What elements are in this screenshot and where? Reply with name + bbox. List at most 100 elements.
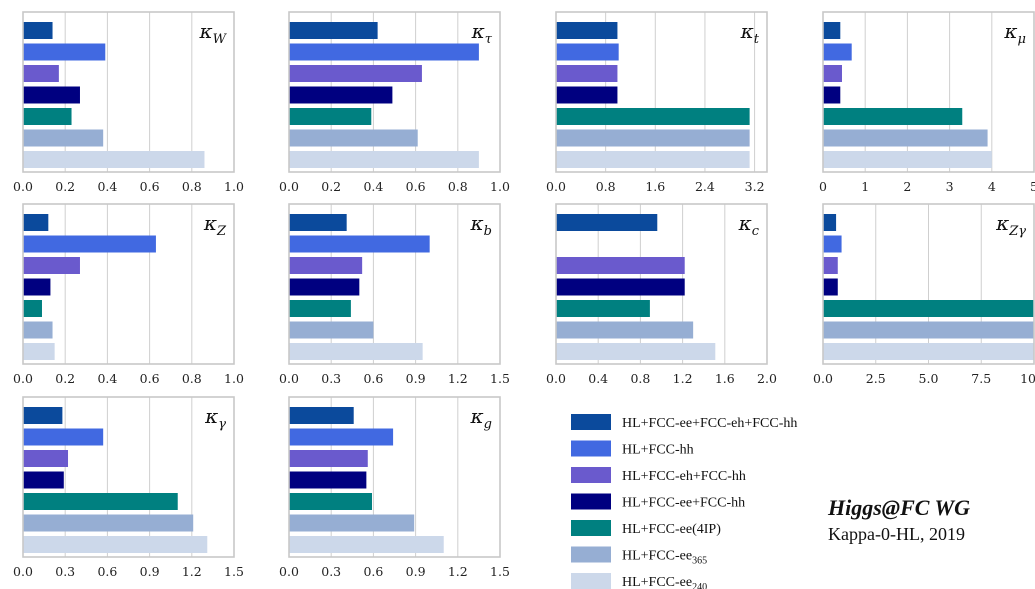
bar-hl-fcc-hh bbox=[23, 235, 156, 253]
legend-entry: HL+FCC-ee+FCC-eh+FCC-hh bbox=[622, 416, 797, 431]
tick-label: 0.3 bbox=[55, 564, 75, 579]
legend-entry: HL+FCC-ee+FCC-hh bbox=[622, 496, 745, 511]
bar-hl-fcc-ee240 bbox=[23, 536, 208, 553]
bar-hl-fcc-ee-fcc-eh-fcc-hh bbox=[23, 407, 63, 424]
bar-hl-fcc-ee-fcc-eh-fcc-hh bbox=[289, 407, 354, 424]
tick-label: 4 bbox=[988, 179, 996, 194]
bar-hl-fcc-eh-fcc-hh bbox=[289, 257, 363, 274]
bar-hl-fcc-eh-fcc-hh bbox=[556, 65, 618, 82]
bar-hl-fcc-hh bbox=[289, 43, 479, 61]
tick-label: 0.8 bbox=[448, 179, 468, 194]
panel-label: κμ bbox=[1003, 19, 1026, 47]
bar-hl-fcc-ee-fcc-hh bbox=[23, 471, 64, 489]
bar-hl-fcc-ee240 bbox=[823, 343, 1034, 360]
bar-hl-fcc-ee-4ip- bbox=[556, 300, 650, 317]
bar-hl-fcc-ee-fcc-hh bbox=[289, 86, 393, 104]
panel-kappa-1: 0.0 0.2 0.4 0.6 0.8 1.0 κτ bbox=[279, 11, 510, 194]
tick-label: 1.5 bbox=[490, 564, 510, 579]
tick-label: 0.0 bbox=[279, 371, 299, 386]
legend-entry: HL+FCC-hh bbox=[622, 443, 694, 458]
tick-label: 0.6 bbox=[363, 564, 383, 579]
tick-label: 0.8 bbox=[182, 179, 202, 194]
bar-hl-fcc-ee365 bbox=[23, 514, 194, 532]
bar-hl-fcc-ee-4ip- bbox=[556, 108, 750, 125]
bar-hl-fcc-ee365 bbox=[289, 321, 374, 339]
watermark-subtitle: Kappa-0-HL, 2019 bbox=[828, 524, 965, 544]
bar-hl-fcc-ee-4ip- bbox=[23, 108, 72, 125]
bar-hl-fcc-ee-fcc-eh-fcc-hh bbox=[23, 22, 53, 39]
tick-label: 0.8 bbox=[182, 371, 202, 386]
tick-label: 0.6 bbox=[363, 371, 383, 386]
panel-frame bbox=[22, 396, 235, 558]
bar-hl-fcc-hh bbox=[823, 235, 842, 253]
bar-hl-fcc-ee-fcc-hh bbox=[556, 86, 618, 104]
bar-hl-fcc-ee240 bbox=[289, 536, 444, 553]
bar-hl-fcc-ee240 bbox=[556, 343, 716, 360]
legend-swatch bbox=[571, 440, 611, 457]
bar-hl-fcc-ee240 bbox=[23, 343, 55, 360]
bar-hl-fcc-ee-fcc-hh bbox=[556, 278, 685, 296]
panel-frame bbox=[822, 11, 1035, 173]
tick-label: 2.0 bbox=[757, 371, 777, 386]
tick-label: 0.6 bbox=[140, 179, 160, 194]
tick-label: 0.4 bbox=[97, 179, 117, 194]
bar-hl-fcc-hh bbox=[23, 428, 104, 446]
panel-frame bbox=[555, 203, 768, 365]
bar-hl-fcc-ee-fcc-hh bbox=[289, 471, 367, 489]
tick-label: 5.0 bbox=[919, 371, 939, 386]
bar-hl-fcc-hh bbox=[823, 43, 852, 61]
bar-hl-fcc-eh-fcc-hh bbox=[289, 450, 368, 467]
bar-hl-fcc-ee365 bbox=[556, 129, 750, 147]
panel-kappa-6: 0.0 0.4 0.8 1.2 1.6 2.0 κc bbox=[546, 203, 777, 386]
tick-label: 2.4 bbox=[695, 179, 715, 194]
panel-label: κW bbox=[199, 19, 228, 47]
panel-frame bbox=[822, 203, 1035, 365]
bar-hl-fcc-eh-fcc-hh bbox=[23, 65, 59, 82]
tick-label: 0.0 bbox=[546, 179, 566, 194]
bar-hl-fcc-ee-fcc-eh-fcc-hh bbox=[823, 22, 841, 39]
tick-label: 1.6 bbox=[645, 179, 665, 194]
bar-hl-fcc-ee-4ip- bbox=[289, 108, 372, 125]
tick-label: 1.2 bbox=[448, 371, 468, 386]
bar-hl-fcc-ee240 bbox=[289, 151, 479, 168]
bar-hl-fcc-ee365 bbox=[23, 129, 104, 147]
tick-label: 0.4 bbox=[363, 179, 383, 194]
legend-entry: HL+FCC-ee(4IP) bbox=[622, 522, 721, 537]
bar-hl-fcc-ee-4ip- bbox=[23, 493, 178, 510]
tick-label: 0.0 bbox=[13, 179, 33, 194]
tick-label: 0.0 bbox=[279, 564, 299, 579]
legend-swatch bbox=[571, 414, 611, 430]
bar-hl-fcc-ee-fcc-hh bbox=[23, 278, 51, 296]
tick-label: 0.0 bbox=[813, 371, 833, 386]
panel-kappa-8: 0.0 0.3 0.6 0.9 1.2 1.5 κγ bbox=[13, 396, 244, 579]
tick-label: 0.6 bbox=[140, 371, 160, 386]
tick-label: 0.2 bbox=[321, 179, 341, 194]
bar-hl-fcc-ee-fcc-eh-fcc-hh bbox=[289, 22, 378, 39]
panel-frame bbox=[288, 11, 501, 173]
panel-kappa-7: 0.0 2.5 5.0 7.5 10.0 κZγ bbox=[813, 203, 1035, 386]
bar-hl-fcc-eh-fcc-hh bbox=[556, 257, 685, 274]
legend: HL+FCC-ee+FCC-eh+FCC-hh HL+FCC-hh HL+FCC-e… bbox=[571, 414, 797, 589]
watermark-title: Higgs@FC WG bbox=[828, 495, 970, 520]
bar-hl-fcc-eh-fcc-hh bbox=[823, 65, 842, 82]
tick-label: 0 bbox=[819, 179, 827, 194]
legend-swatch bbox=[571, 467, 611, 483]
bar-hl-fcc-ee-fcc-eh-fcc-hh bbox=[823, 214, 837, 231]
tick-label: 0.9 bbox=[140, 564, 160, 579]
panel-label: κc bbox=[738, 211, 760, 239]
tick-label: 0.9 bbox=[406, 371, 426, 386]
legend-entry: HL+FCC-eh+FCC-hh bbox=[622, 469, 746, 484]
panel-kappa-3: 0 1 2 3 4 5 κμ bbox=[819, 11, 1035, 194]
bar-hl-fcc-ee365 bbox=[23, 321, 53, 339]
panel-label: κτ bbox=[471, 19, 493, 47]
bar-hl-fcc-ee365 bbox=[289, 129, 418, 147]
tick-label: 0.8 bbox=[630, 371, 650, 386]
bar-hl-fcc-ee-fcc-hh bbox=[823, 86, 841, 104]
tick-label: 0.2 bbox=[55, 179, 75, 194]
legend-entry: HL+FCC-ee240 bbox=[622, 575, 707, 589]
bar-hl-fcc-ee365 bbox=[823, 129, 988, 147]
tick-label: 2 bbox=[903, 179, 911, 194]
tick-label: 1.6 bbox=[715, 371, 735, 386]
bar-hl-fcc-hh bbox=[556, 43, 619, 61]
